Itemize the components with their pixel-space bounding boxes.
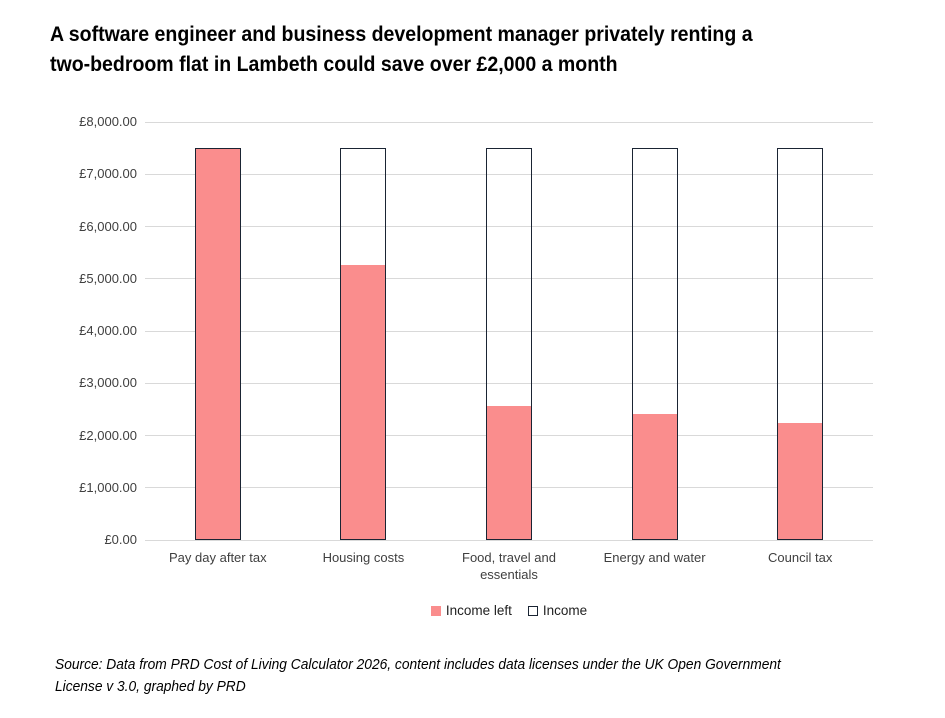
gridline <box>145 330 873 332</box>
bar-series <box>145 122 873 540</box>
bar-income-outline <box>777 148 824 540</box>
x-category-label: Energy and water <box>603 550 706 565</box>
gridline <box>145 121 873 123</box>
x-category-label: Food, travel and essentials <box>462 550 556 582</box>
source-line-1: Source: Data from PRD Cost of Living Cal… <box>55 657 781 673</box>
y-axis: £0.00 £1,000.00 £2,000.00 £3,000.00 £4,000.0… <box>0 114 137 547</box>
bar-slot <box>291 122 437 540</box>
y-tick-label: £8,000.00 <box>79 114 137 129</box>
gridline <box>145 226 873 227</box>
y-tick-label: £4,000.00 <box>79 323 137 338</box>
x-axis: Pay day after tax Housing costs Food, trav… <box>145 549 873 583</box>
bar-income-left <box>194 148 241 540</box>
chart-title-line-1: A software engineer and business develop… <box>50 23 753 46</box>
y-tick-label: £2,000.00 <box>79 427 137 443</box>
legend: Income left Income <box>145 603 873 618</box>
y-tick-label: £7,000.00 <box>79 166 137 182</box>
bar-income-outline <box>340 148 387 540</box>
income-swatch-icon <box>527 605 538 616</box>
y-tick-label: £6,000.00 <box>79 218 137 234</box>
y-tick-label: £5,000.00 <box>79 270 137 286</box>
chart-title: A software engineer and business develop… <box>50 20 930 80</box>
legend-item-income: Income <box>527 603 588 618</box>
bar-slot <box>582 122 728 540</box>
x-category-label: Council tax <box>768 550 833 565</box>
bar-income-left <box>777 423 824 540</box>
gridline <box>145 382 873 384</box>
legend-item-income-left: Income left <box>430 603 512 618</box>
gridline <box>145 278 873 280</box>
legend-label-income-left: Income left <box>445 603 512 618</box>
gridline <box>145 173 873 175</box>
x-category-label: Housing costs <box>322 550 405 565</box>
bar-income-outline <box>631 148 678 540</box>
chart-title-line-2: two-bedroom flat in Lambeth could save o… <box>50 53 618 76</box>
bar-income-outline <box>485 148 532 540</box>
bar-slot <box>436 122 582 540</box>
bar-slot <box>145 122 291 540</box>
y-tick-label: £1,000.00 <box>79 479 137 495</box>
income-left-swatch-icon <box>430 605 441 616</box>
plot-area <box>145 121 873 541</box>
bar-slot <box>727 122 873 540</box>
bar-income-outline <box>194 148 241 540</box>
bar-income-left <box>631 413 678 540</box>
legend-label-income: Income <box>542 603 588 618</box>
source-note: Source: Data from PRD Cost of Living Cal… <box>55 655 925 698</box>
x-category-label: Pay day after tax <box>169 550 267 565</box>
y-tick-label: £0.00 <box>104 532 137 547</box>
source-line-2: License v 3.0, graphed by PRD <box>55 678 246 695</box>
y-tick-label: £3,000.00 <box>79 375 137 391</box>
gridline <box>145 539 873 541</box>
bar-income-left <box>485 405 532 540</box>
bar-income-left <box>340 264 387 540</box>
